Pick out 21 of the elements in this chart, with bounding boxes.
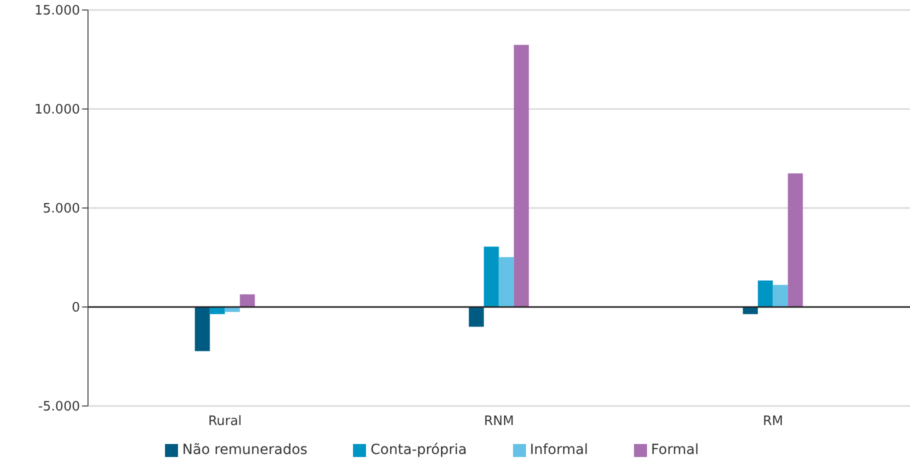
legend-label: Informal bbox=[530, 442, 588, 458]
y-tick-label: -5.000 bbox=[38, 400, 80, 415]
legend-label: Formal bbox=[650, 442, 699, 458]
bar bbox=[484, 246, 499, 307]
bar bbox=[772, 284, 788, 307]
y-tick-label: 15.000 bbox=[34, 4, 80, 19]
y-tick-label: 0 bbox=[72, 300, 80, 316]
legend-label: Conta-própria bbox=[370, 442, 467, 458]
bar bbox=[240, 294, 255, 307]
bar bbox=[498, 257, 514, 307]
bar bbox=[788, 173, 803, 307]
bar bbox=[468, 307, 484, 327]
y-tick-label: 5.000 bbox=[42, 202, 80, 217]
bar bbox=[194, 307, 210, 352]
bar bbox=[514, 44, 529, 307]
legend-label: Não remunerados bbox=[182, 442, 308, 458]
x-tick-label: RM bbox=[762, 414, 784, 430]
x-tick-label: Rural bbox=[208, 414, 242, 430]
bar bbox=[758, 280, 773, 307]
y-tick-label: 10.000 bbox=[34, 102, 80, 118]
x-tick-label: RNM bbox=[484, 414, 514, 430]
